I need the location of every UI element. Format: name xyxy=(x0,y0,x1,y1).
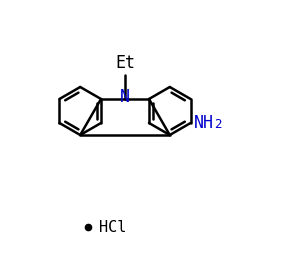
Text: HCl: HCl xyxy=(99,220,127,235)
Text: N: N xyxy=(120,88,130,106)
Text: 2: 2 xyxy=(215,119,222,132)
Text: Et: Et xyxy=(115,54,135,72)
Text: NH: NH xyxy=(194,114,214,132)
